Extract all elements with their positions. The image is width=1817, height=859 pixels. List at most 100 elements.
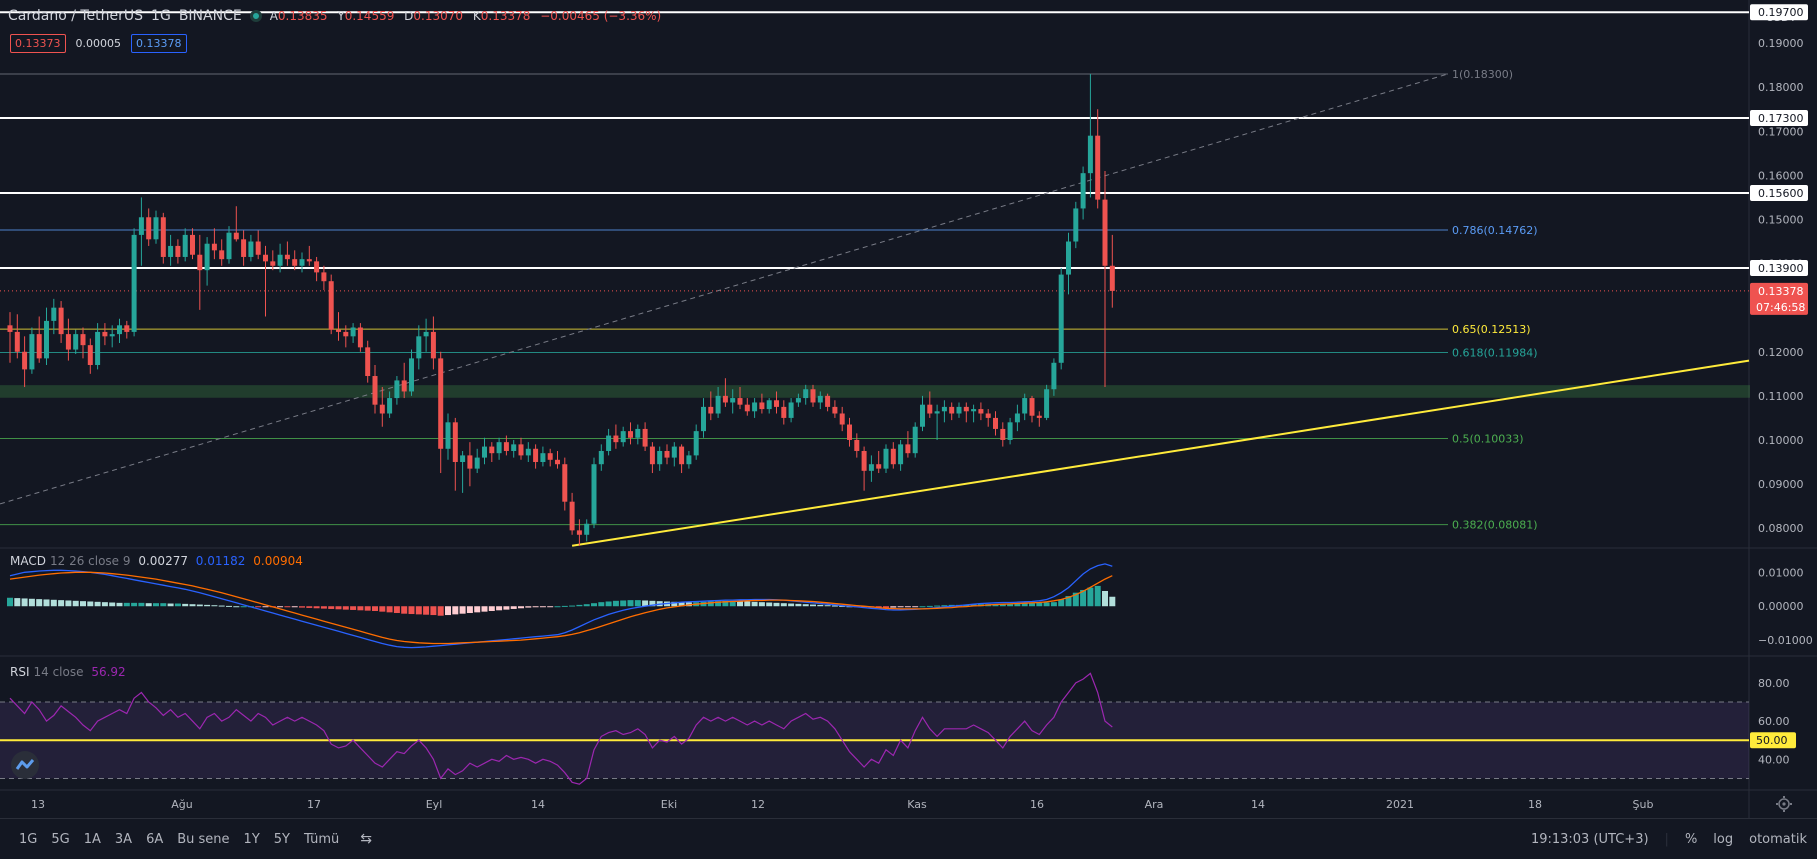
candle-body <box>861 450 867 471</box>
candle-body <box>350 327 356 337</box>
macd-histogram-bar <box>408 606 415 615</box>
range-button[interactable]: 3A <box>114 831 133 847</box>
candle-body <box>671 446 677 458</box>
macd-histogram-bar <box>831 605 838 607</box>
candle-body <box>153 217 159 240</box>
time-tick-label: Eyl <box>426 798 443 811</box>
log-toggle[interactable]: log <box>1713 831 1734 847</box>
candle-body <box>321 272 327 282</box>
goto-date-icon[interactable]: ⇆ <box>360 831 373 847</box>
macd-histogram-bar <box>277 606 284 608</box>
chart-legend: Cardano / TetherUS 1G BINANCE A0.13835 Y… <box>8 8 667 24</box>
sell-price-badge[interactable]: 0.13373 <box>10 34 66 53</box>
macd-histogram-bar <box>342 606 349 610</box>
rsi-params: 14 close <box>33 665 84 679</box>
ohlc-high: 0.14559 <box>344 9 395 23</box>
range-button[interactable]: 6A <box>146 831 164 847</box>
candle-body <box>679 446 685 465</box>
rsi-tick-label: 80.00 <box>1758 677 1790 690</box>
resistance-line-0-173-tag[interactable] <box>1750 110 1808 127</box>
macd-histogram-value: 0.00277 <box>138 554 188 568</box>
resistance-line-0-197-tag[interactable] <box>1750 4 1808 21</box>
macd-histogram-bar <box>335 606 342 610</box>
candle-body <box>124 325 130 332</box>
range-button[interactable]: 1G <box>19 831 38 847</box>
macd-histogram-bar <box>328 606 335 609</box>
auto-scale-toggle[interactable]: otomatik <box>1749 831 1807 847</box>
candle-body <box>182 234 188 257</box>
macd-histogram-bar <box>109 602 116 607</box>
buy-price-badge[interactable]: 0.13378 <box>131 34 187 53</box>
macd-histogram-bar <box>1094 585 1101 607</box>
range-button[interactable]: Tümü <box>303 831 340 847</box>
candle-body <box>138 217 144 235</box>
macd-histogram-bar <box>204 604 211 607</box>
macd-histogram-bar <box>226 605 232 607</box>
macd-histogram-bar <box>1058 599 1065 607</box>
candle-body <box>445 422 451 449</box>
ohlc-values: A0.13835 Y0.14559 D0.13070 K0.13378 −0.0… <box>270 9 668 23</box>
time-tick-label: 12 <box>751 798 765 811</box>
macd-histogram-bar <box>1036 602 1043 607</box>
candle-body <box>29 334 35 370</box>
macd-histogram-bar <box>291 606 298 608</box>
support-zone[interactable] <box>0 385 1750 398</box>
symbol-name[interactable]: Cardano / TetherUS <box>8 8 144 24</box>
resistance-line-0-156-tag[interactable] <box>1750 185 1808 202</box>
fib-trend-dashed-line[interactable] <box>0 73 1449 505</box>
candle-body <box>1073 208 1079 242</box>
rsi-level-tag[interactable] <box>1750 732 1796 749</box>
macd-histogram-bar <box>58 600 65 607</box>
candle-body <box>1007 422 1013 440</box>
candle-body <box>941 406 947 412</box>
interval-label[interactable]: 1G <box>151 8 171 24</box>
macd-histogram-bar <box>941 605 948 607</box>
candle-body <box>175 245 181 257</box>
candle-body <box>576 530 582 535</box>
candle-body <box>1087 135 1093 174</box>
macd-histogram-bar <box>80 601 86 607</box>
range-button[interactable]: 5Y <box>273 831 290 847</box>
macd-histogram-bar <box>1080 589 1087 607</box>
macd-legend[interactable]: MACD 12 26 close 9 0.00277 0.01182 0.0090… <box>10 554 303 568</box>
resistance-line-0-139-tag[interactable] <box>1750 259 1808 276</box>
candle-body <box>197 254 203 271</box>
ascending-trendline[interactable] <box>571 359 1750 547</box>
candle-body <box>1109 265 1115 291</box>
range-button[interactable]: 5G <box>51 831 70 847</box>
macd-histogram-bar <box>744 601 751 607</box>
candle-body <box>460 455 466 463</box>
bid-ask-badges: 0.13373 0.00005 0.13378 <box>10 34 187 53</box>
candle-body <box>591 464 597 524</box>
candle-body <box>920 404 925 427</box>
candle-body <box>868 464 874 471</box>
candle-body <box>241 239 247 257</box>
percent-toggle[interactable]: % <box>1684 831 1698 847</box>
candle-body <box>628 431 633 438</box>
candle-body <box>1066 241 1071 275</box>
candle-body <box>73 334 79 350</box>
range-button[interactable]: Bu sene <box>177 831 230 847</box>
range-button[interactable]: 1A <box>83 831 101 847</box>
candle-body <box>715 395 721 414</box>
settings-gear-icon[interactable] <box>1776 796 1792 812</box>
macd-histogram-bar <box>934 605 941 607</box>
candle-body <box>7 325 13 332</box>
range-button[interactable]: 1Y <box>243 831 260 847</box>
clock-display[interactable]: 19:13:03 (UTC+3) <box>1530 831 1649 847</box>
current-price-tag[interactable] <box>1750 282 1808 315</box>
macd-signal-value: 0.00904 <box>253 554 303 568</box>
rsi-value: 56.92 <box>91 665 126 679</box>
candle-body <box>642 428 648 447</box>
rsi-legend[interactable]: RSI 14 close 56.92 <box>10 665 126 679</box>
macd-histogram-bar <box>729 600 736 607</box>
macd-histogram-bar <box>875 606 882 608</box>
macd-histogram-bar <box>642 600 649 607</box>
candle-body <box>496 442 502 454</box>
time-tick-label: Kas <box>907 798 927 811</box>
price-chart-svg[interactable]: 1(0.18300) 0.786(0.14762) 0.65(0.12513) 0.6… <box>0 0 1817 818</box>
market-status-icon[interactable] <box>249 10 262 22</box>
candle-body <box>109 334 115 337</box>
macd-histogram-bar <box>1014 603 1021 607</box>
